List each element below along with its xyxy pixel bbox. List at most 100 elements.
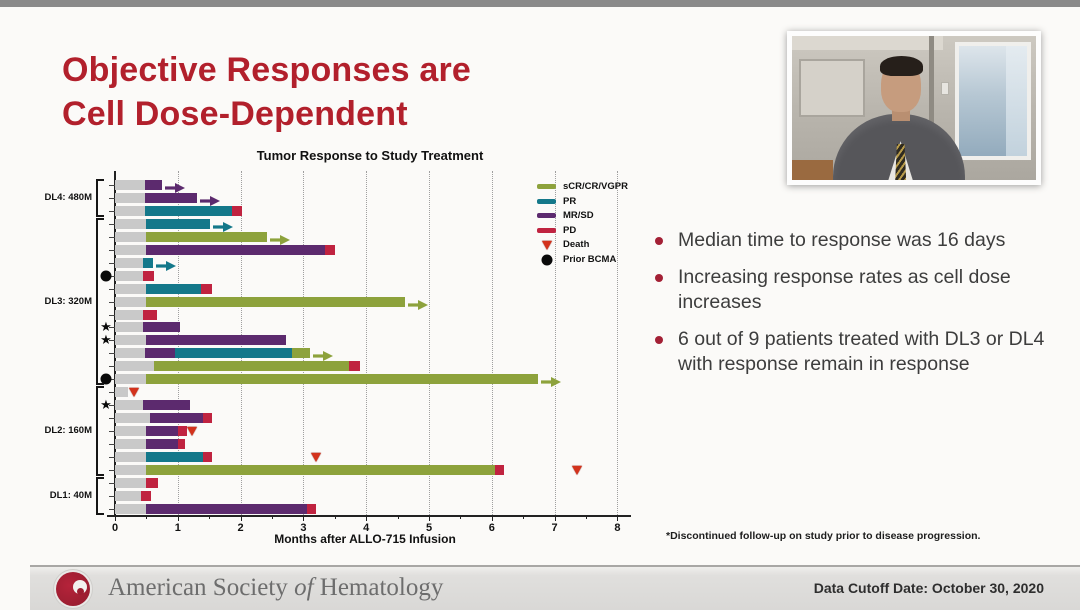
swimmer-chart: Tumor Response to Study Treatment 0 1 2 3 4 5… xyxy=(44,148,632,546)
ongoing-arrow-icon xyxy=(155,258,176,271)
bar-segment-pd xyxy=(177,439,186,449)
x-axis-tick xyxy=(303,515,305,521)
bar-segment-scr-cr-vgpr xyxy=(146,374,538,385)
bar-segment-pre xyxy=(115,490,142,501)
row-tick xyxy=(109,379,115,381)
bar-segment-pre xyxy=(115,192,145,203)
x-axis-tick xyxy=(617,515,619,521)
y-axis-line xyxy=(114,171,116,515)
bar-segment-pd xyxy=(146,477,158,488)
webcam-light-switch xyxy=(940,82,950,96)
x-axis-tick-label: 7 xyxy=(551,522,558,534)
x-axis-tick-label: 0 xyxy=(111,522,119,534)
dose-group-label: DL4: 480M xyxy=(44,191,92,203)
bar-segment-pd xyxy=(231,205,243,216)
bar-segment-pd xyxy=(143,270,154,281)
bar-segment-mr-sd xyxy=(145,348,176,359)
presenter-webcam-video[interactable] xyxy=(787,31,1041,185)
webcam-room-scene xyxy=(792,36,1036,180)
death-marker-icon xyxy=(571,465,582,475)
presenter-tie xyxy=(895,144,907,180)
legend-label: PD xyxy=(563,224,577,236)
bar-segment-pre xyxy=(115,400,144,411)
gridline xyxy=(617,171,619,515)
dose-group-label: DL3: 320M xyxy=(44,295,92,307)
bar-segment-pd xyxy=(177,426,188,437)
bullet-dot-icon xyxy=(655,237,663,245)
bar-segment-mr-sd xyxy=(146,426,178,437)
row-tick xyxy=(109,366,115,368)
webcam-window-pane xyxy=(1005,45,1028,156)
slide-title-line2: Cell Dose-Dependent xyxy=(62,95,408,133)
ongoing-arrow-icon xyxy=(165,180,186,193)
bar-segment-pre xyxy=(115,361,154,372)
bar-segment-pre xyxy=(115,348,146,359)
row-tick xyxy=(109,405,115,407)
x-axis-minor-tick xyxy=(523,515,525,519)
x-axis-tick-label: 1 xyxy=(174,522,181,534)
ongoing-arrow-icon xyxy=(408,297,429,310)
bar-segment-pd xyxy=(306,503,316,514)
x-axis-tick-label: 3 xyxy=(300,522,307,534)
x-axis-tick xyxy=(554,515,556,521)
dose-group-bracket xyxy=(96,386,104,477)
bar-segment-pd xyxy=(325,244,335,255)
legend-prior-bcma-icon xyxy=(541,254,553,265)
organization-name: American Society of Hematology xyxy=(108,574,443,602)
bar-segment-pr xyxy=(175,348,293,359)
row-tick xyxy=(109,210,115,212)
star-marker-icon: ★ xyxy=(100,397,112,413)
ash-logo-icon xyxy=(56,572,90,606)
slide-title-line1: Objective Responses are xyxy=(62,51,472,89)
gridline xyxy=(491,171,493,515)
org-name-prefix: American Society xyxy=(108,574,295,601)
prior-bcma-marker-icon xyxy=(100,373,112,385)
row-tick xyxy=(109,185,115,186)
row-tick xyxy=(109,482,115,484)
ongoing-arrow-icon xyxy=(199,193,220,206)
x-axis-tick xyxy=(115,515,116,521)
bullet-text: Median time to response was 16 days xyxy=(678,229,1006,251)
bullet-item: Increasing response rates as cell dose i… xyxy=(655,265,1057,315)
bar-segment-pre xyxy=(115,413,150,424)
bar-segment-mr-sd xyxy=(144,192,197,203)
row-tick xyxy=(109,249,115,251)
x-axis-minor-tick xyxy=(460,515,462,519)
webcam-desk xyxy=(792,159,834,180)
bar-segment-pre xyxy=(115,296,147,307)
bar-segment-pre xyxy=(115,439,147,449)
footer-bar: American Society of Hematology Data Cuto… xyxy=(30,565,1080,610)
bar-segment-scr-cr-vgpr xyxy=(153,361,350,372)
bar-segment-pd xyxy=(202,451,213,462)
bar-segment-mr-sd xyxy=(146,335,286,346)
bar-segment-pr xyxy=(146,451,203,462)
bar-segment-pre xyxy=(115,205,145,216)
legend-swatch-mr-sd xyxy=(537,213,556,219)
bar-segment-mr-sd xyxy=(143,322,180,333)
bar-segment-pd xyxy=(202,413,213,424)
bar-segment-pre xyxy=(115,270,144,281)
bar-segment-mr-sd xyxy=(146,503,307,514)
row-tick xyxy=(109,223,115,225)
webcam-whiteboard xyxy=(799,59,866,117)
legend-label: sCR/CR/VGPR xyxy=(563,181,628,192)
row-tick xyxy=(109,301,115,303)
ongoing-arrow-icon xyxy=(312,348,333,362)
gridline xyxy=(303,171,305,515)
bullet-text: Increasing response rates as cell dose i… xyxy=(678,266,1011,313)
bar-segment-pre xyxy=(115,451,147,462)
x-axis-tick xyxy=(366,515,368,521)
bar-segment-pre xyxy=(115,464,147,475)
x-axis-tick xyxy=(429,515,430,521)
row-tick xyxy=(109,314,115,316)
bar-segment-pr xyxy=(143,257,153,268)
bar-segment-mr-sd xyxy=(146,439,178,449)
dose-group-bracket xyxy=(96,217,104,386)
bar-segment-mr-sd xyxy=(149,413,203,424)
row-tick xyxy=(109,495,115,497)
row-tick xyxy=(109,431,115,433)
bar-segment-pre xyxy=(115,257,144,268)
death-marker-icon xyxy=(186,426,197,436)
bar-segment-pre xyxy=(115,180,145,190)
x-axis-tick-label: 2 xyxy=(237,522,244,534)
